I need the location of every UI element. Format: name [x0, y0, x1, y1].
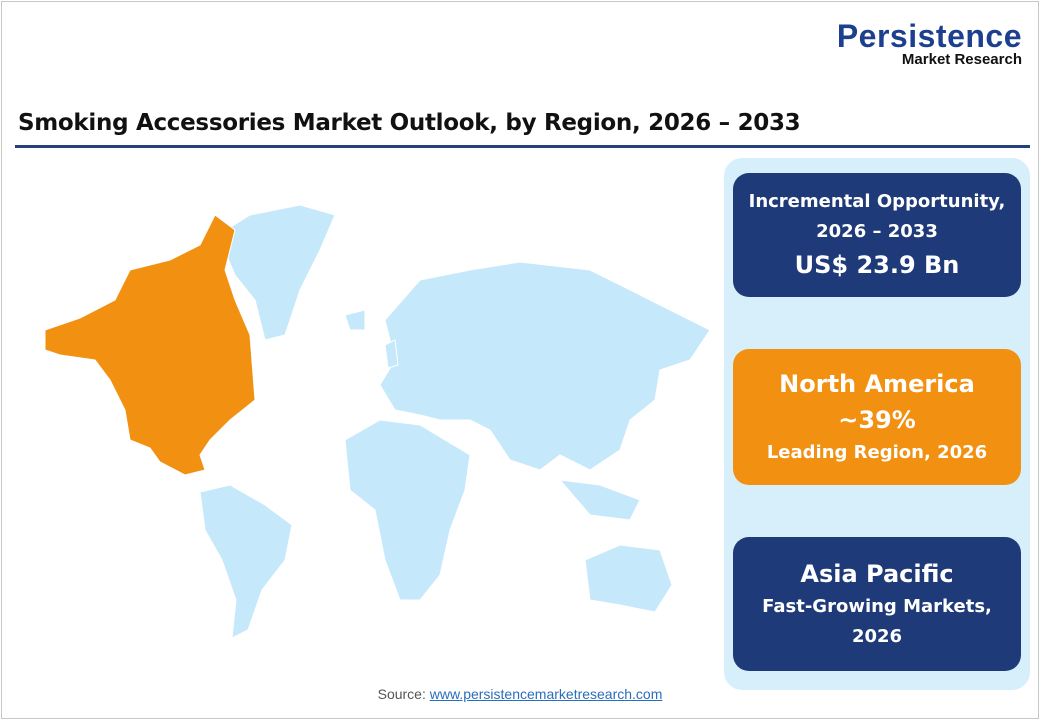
- leading-region-card: North America ~39% Leading Region, 2026: [733, 349, 1021, 485]
- card-value: US$ 23.9 Bn: [794, 251, 960, 279]
- logo: Persistence Market Research: [837, 20, 1022, 68]
- source-note: Source: www.persistencemarketresearch.co…: [0, 686, 1040, 702]
- source-label: Source:: [377, 686, 426, 702]
- fast-growing-card: Asia Pacific Fast-Growing Markets, 2026: [733, 537, 1021, 671]
- logo-line1: Persistence: [836, 18, 1022, 54]
- uk-iceland: [344, 309, 399, 369]
- europe-asia: [379, 261, 711, 471]
- title-divider: [15, 145, 1030, 148]
- card-label: Fast-Growing Markets,: [762, 596, 992, 617]
- card-label: Leading Region, 2026: [766, 442, 988, 463]
- card-label: Incremental Opportunity,: [748, 191, 1006, 212]
- card-value: ~39%: [838, 406, 916, 434]
- world-map: [44, 204, 711, 639]
- card-region: North America: [779, 370, 975, 398]
- card-year: 2026: [851, 626, 903, 647]
- greenland: [217, 204, 336, 341]
- card-period: 2026 – 2033: [816, 221, 938, 242]
- africa: [344, 419, 471, 601]
- source-link[interactable]: www.persistencemarketresearch.com: [429, 686, 663, 702]
- south-america: [199, 484, 293, 639]
- australia: [584, 544, 673, 613]
- logo-line2: Market Research: [901, 51, 1022, 68]
- page-title: Smoking Accessories Market Outlook, by R…: [18, 110, 801, 136]
- incremental-opportunity-card: Incremental Opportunity, 2026 – 2033 US$…: [733, 173, 1021, 297]
- north-america: [44, 214, 256, 476]
- southeast-asia: [558, 479, 641, 521]
- card-region: Asia Pacific: [800, 560, 954, 588]
